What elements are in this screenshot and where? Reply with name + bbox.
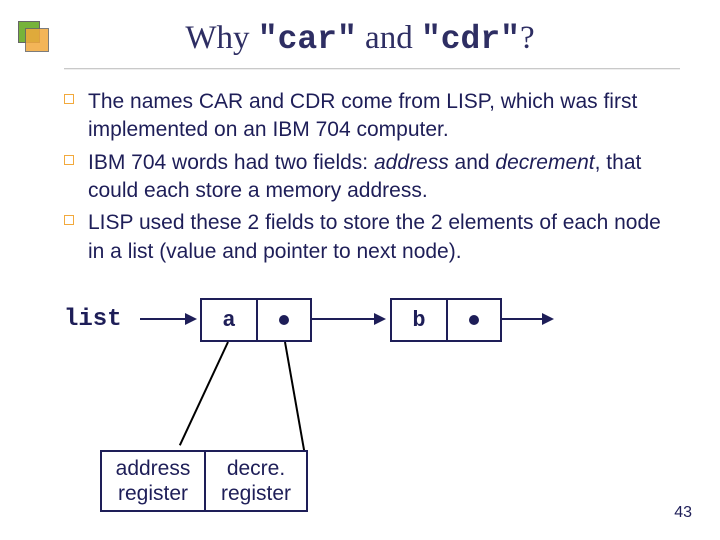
arrow-icon [140, 318, 195, 320]
bullet-list: The names CAR and CDR come from LISP, wh… [64, 88, 680, 270]
label-decrement-register: decre. register [204, 450, 308, 512]
title-underline [64, 68, 680, 69]
bullet-text: The names CAR and CDR come from LISP, wh… [88, 90, 637, 141]
title-code-cdr: "cdr" [421, 21, 520, 58]
connector-line-left [179, 342, 229, 446]
pointer-dot-icon [469, 315, 479, 325]
cons-cell-2: b [390, 298, 502, 342]
bullet-text: IBM 704 words had two fields: address an… [88, 151, 641, 202]
bullet-text: LISP used these 2 fields to store the 2 … [88, 211, 661, 262]
title-code-car: "car" [258, 21, 357, 58]
bullet-item: LISP used these 2 fields to store the 2 … [64, 209, 680, 266]
arrow-icon [312, 318, 384, 320]
register-labels: address register decre. register [100, 450, 308, 512]
square-bullet-icon [64, 94, 74, 104]
label-address-register: address register [100, 450, 204, 512]
title-mid: and [357, 20, 421, 56]
cons-pointer-cell [256, 300, 310, 340]
pointer-dot-icon [279, 315, 289, 325]
bullet-item: The names CAR and CDR come from LISP, wh… [64, 88, 680, 145]
cons-cell-1: a [200, 298, 312, 342]
cons-value-cell: b [392, 300, 446, 340]
title-post: ? [520, 20, 535, 56]
cons-pointer-cell [446, 300, 500, 340]
arrow-icon [502, 318, 552, 320]
cons-value-cell: a [202, 300, 256, 340]
square-bullet-icon [64, 155, 74, 165]
page-title: Why "car" and "cdr"? [0, 20, 720, 58]
square-bullet-icon [64, 215, 74, 225]
slide-number: 43 [674, 504, 692, 522]
cons-cell-diagram: list a b address register decre. registe… [0, 300, 720, 540]
list-label: list [64, 306, 122, 333]
connector-line-right [284, 342, 305, 453]
bullet-item: IBM 704 words had two fields: address an… [64, 149, 680, 206]
title-pre: Why [185, 20, 257, 56]
